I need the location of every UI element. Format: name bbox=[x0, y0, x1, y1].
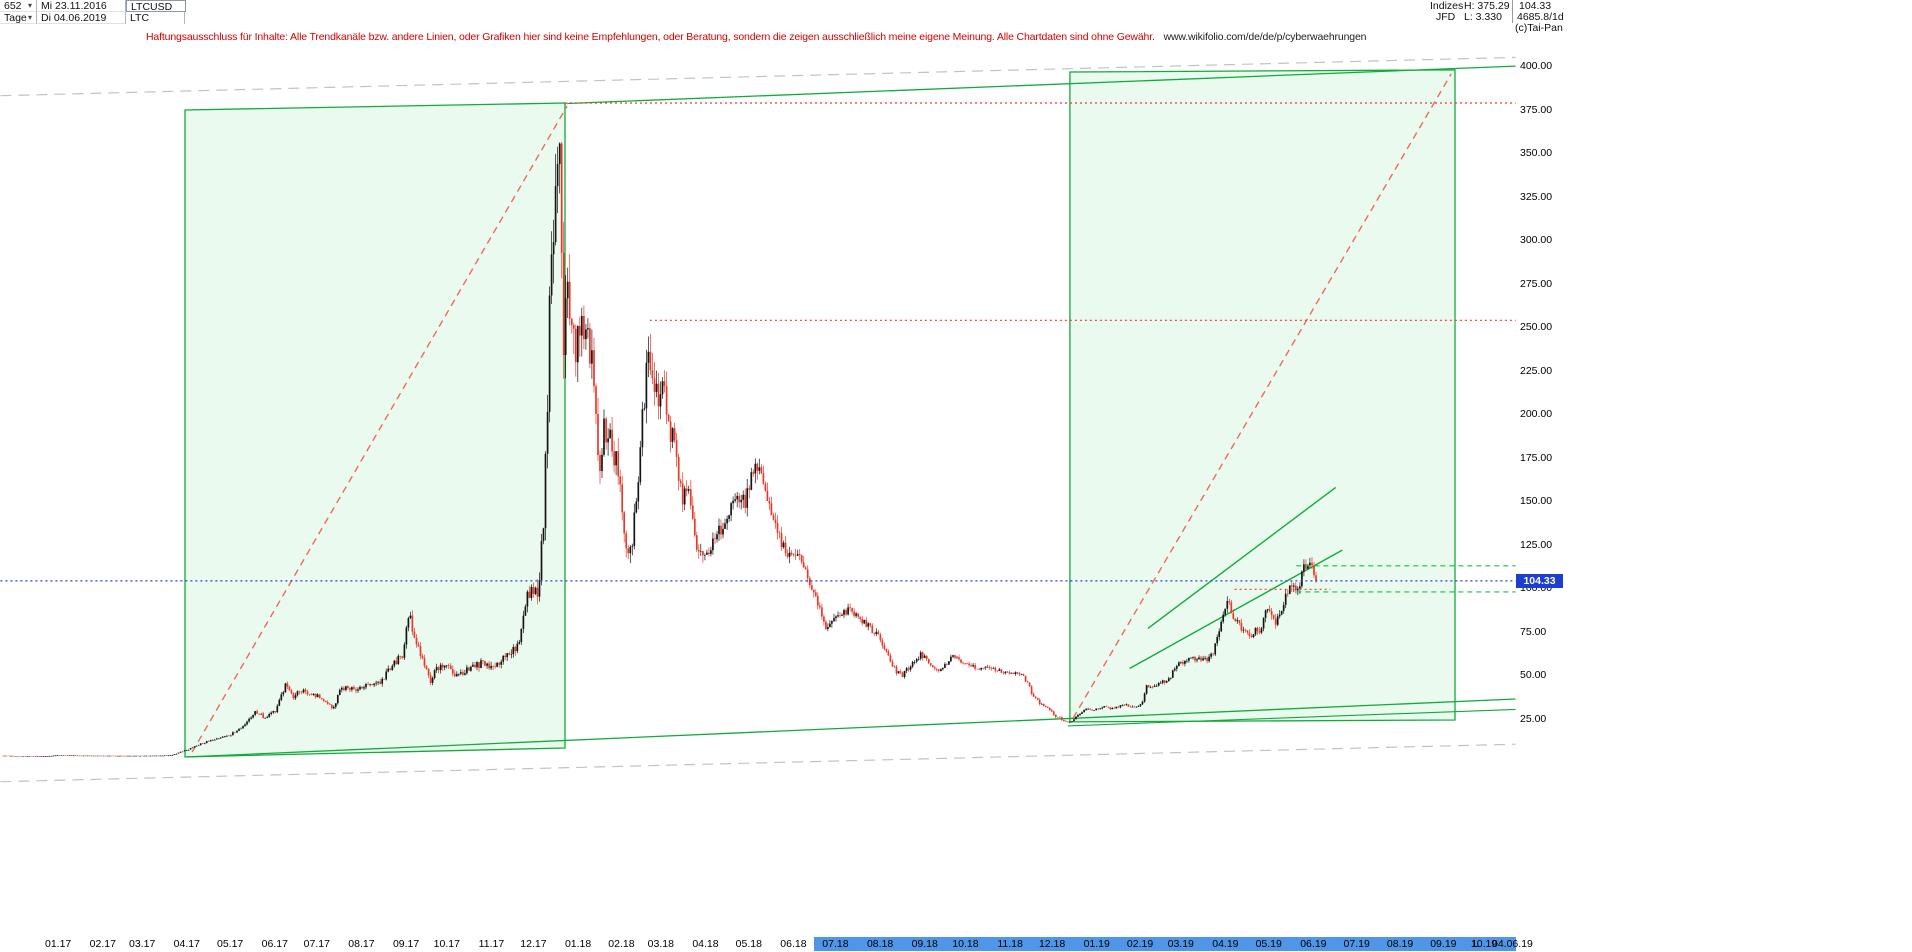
x-axis-label: 07.19 bbox=[1343, 938, 1370, 950]
volume-value: 4685.8/1d bbox=[1517, 11, 1564, 23]
down-candle-bodies bbox=[2, 143, 1317, 757]
y-axis-label: 375.00 bbox=[1520, 103, 1553, 116]
trend-box-2017[interactable] bbox=[184, 102, 566, 758]
disclaimer: Haftungsausschluss für Inhalte: Alle Tre… bbox=[146, 31, 1367, 43]
broker-label: JFD bbox=[1436, 11, 1456, 23]
x-axis-label: 06.18 bbox=[780, 938, 807, 950]
header-row-2: Tage ▾ Di 04.06.2019 LTC bbox=[0, 12, 186, 24]
channel-upper-gray-dashed[interactable] bbox=[0, 56, 1516, 97]
indizes-label: Indizes bbox=[1430, 0, 1464, 12]
support-green-lower[interactable] bbox=[188, 698, 1516, 758]
x-axis-zoom-range[interactable] bbox=[814, 937, 1517, 951]
x-axis-label: 02.18 bbox=[608, 938, 635, 950]
disclaimer-text: Haftungsausschluss für Inhalte: Alle Tre… bbox=[146, 31, 1155, 43]
y-axis-label: 225.00 bbox=[1520, 364, 1553, 377]
up-candle-bodies bbox=[4, 143, 1311, 757]
y-axis-label: 350.00 bbox=[1520, 147, 1553, 160]
x-axis-label: 07.17 bbox=[303, 938, 330, 950]
y-axis: 400.00 375.00 350.00 325.00 300.00 275.00 250.… bbox=[1520, 0, 1566, 952]
bars-count-value: 652 bbox=[4, 0, 22, 12]
rally-trendline-2019-red-dashed[interactable] bbox=[1072, 73, 1452, 719]
x-axis-label: 04.19 bbox=[1212, 938, 1239, 950]
y-axis-label: 200.00 bbox=[1520, 408, 1553, 421]
symbol-short: LTC bbox=[126, 12, 185, 24]
x-axis-label: 04.17 bbox=[173, 938, 200, 950]
x-axis-label: 08.17 bbox=[348, 938, 375, 950]
channel-2019-upper-green[interactable] bbox=[1147, 486, 1337, 629]
symbol-field[interactable]: LTCUSD bbox=[126, 0, 186, 13]
support-green-from-dec18-low[interactable] bbox=[1067, 708, 1516, 727]
x-axis: 01.17 02.17 03.17 04.17 05.17 06.17 07.17 08.17… bbox=[0, 937, 1565, 952]
x-axis-label: 06.19 bbox=[1300, 938, 1327, 950]
rally-trendline-2017-red-dashed[interactable] bbox=[191, 105, 568, 753]
y-axis-label: 325.00 bbox=[1520, 190, 1553, 203]
low-value: L: 3.330 bbox=[1464, 11, 1502, 23]
disclaimer-link[interactable]: www.wikifolio.com/de/de/p/cyberwaehrunge… bbox=[1163, 31, 1367, 43]
x-axis-label: 01.19 bbox=[1083, 938, 1110, 950]
x-axis-label: 09.17 bbox=[392, 938, 420, 950]
x-axis-label: 12.17 bbox=[520, 938, 547, 950]
x-axis-label: 10.18 bbox=[952, 938, 979, 950]
chevron-down-icon: ▾ bbox=[27, 12, 32, 22]
header-divider bbox=[1512, 0, 1513, 23]
x-axis-label: 04.18 bbox=[692, 938, 719, 950]
period-value: Tage bbox=[4, 11, 27, 24]
period-dropdown[interactable]: Tage ▾ bbox=[0, 12, 37, 24]
x-axis-label: 12.18 bbox=[1038, 938, 1066, 950]
y-axis-label: 300.00 bbox=[1520, 234, 1553, 247]
last-bar-date: Di 04.06.2019 bbox=[37, 12, 126, 24]
last-price-marker: 104.33 bbox=[1516, 573, 1563, 588]
x-axis-label: 01.17 bbox=[45, 938, 72, 950]
channel-lower-gray-dashed[interactable] bbox=[0, 743, 1516, 783]
x-axis-label: 02.17 bbox=[89, 938, 116, 950]
header-row-1: 652 ▾ Mi 23.11.2016 LTCUSD bbox=[0, 0, 186, 13]
first-bar-date: Mi 23.11.2016 bbox=[37, 0, 126, 12]
x-axis-label: 03.17 bbox=[129, 938, 156, 950]
y-axis-label: 175.00 bbox=[1520, 451, 1553, 464]
high-value: H: 375.29 bbox=[1464, 0, 1510, 12]
bars-count-dropdown[interactable]: 652 ▾ bbox=[0, 0, 37, 12]
x-axis-label: 05.17 bbox=[217, 938, 244, 950]
y-axis-label: 25.00 bbox=[1520, 712, 1547, 725]
y-axis-label: 50.00 bbox=[1520, 669, 1547, 682]
resistance-green-upper[interactable] bbox=[567, 65, 1516, 105]
channel-2019-lower-green[interactable] bbox=[1129, 549, 1343, 670]
x-axis-label: 02.19 bbox=[1126, 938, 1154, 950]
last-price-header: 104.33 bbox=[1519, 0, 1552, 12]
x-axis-label: 10.17 bbox=[433, 938, 460, 950]
x-axis-label: 11.17 bbox=[478, 938, 505, 950]
y-axis-label: 125.00 bbox=[1520, 538, 1553, 551]
x-axis-label: 01.18 bbox=[564, 938, 592, 950]
y-axis-label: 150.00 bbox=[1520, 495, 1553, 508]
x-axis-label: 07.18 bbox=[822, 938, 849, 950]
x-axis-label: 09.19 bbox=[1430, 938, 1457, 950]
x-axis-label: 05.19 bbox=[1255, 938, 1282, 950]
chart-header-left: 652 ▾ Mi 23.11.2016 LTCUSD Tage ▾ Di 04.… bbox=[0, 0, 186, 24]
x-axis-label: 03.19 bbox=[1167, 938, 1194, 950]
chevron-down-icon: ▾ bbox=[27, 0, 32, 10]
chart-canvas[interactable] bbox=[0, 0, 1565, 952]
x-axis-label: 03.18 bbox=[647, 938, 674, 950]
x-axis-label: 10.19 bbox=[1470, 938, 1498, 950]
x-axis-label: 11.18 bbox=[997, 938, 1023, 950]
y-axis-label: 275.00 bbox=[1520, 277, 1553, 290]
last-bar-marker: L bbox=[1473, 938, 1479, 950]
y-axis-label: 75.00 bbox=[1520, 625, 1547, 638]
last-date-label: 04.06.19 bbox=[1492, 938, 1533, 950]
x-axis-label: 08.19 bbox=[1386, 938, 1414, 950]
x-axis-label: 05.18 bbox=[735, 938, 762, 950]
x-axis-label: 08.18 bbox=[866, 938, 894, 950]
y-axis-label: 400.00 bbox=[1520, 60, 1553, 73]
y-axis-label: 250.00 bbox=[1520, 321, 1553, 334]
x-axis-label: 09.18 bbox=[911, 938, 938, 950]
x-axis-label: 06.17 bbox=[261, 938, 288, 950]
copyright-label: (c)Tai-Pan bbox=[1515, 22, 1563, 34]
